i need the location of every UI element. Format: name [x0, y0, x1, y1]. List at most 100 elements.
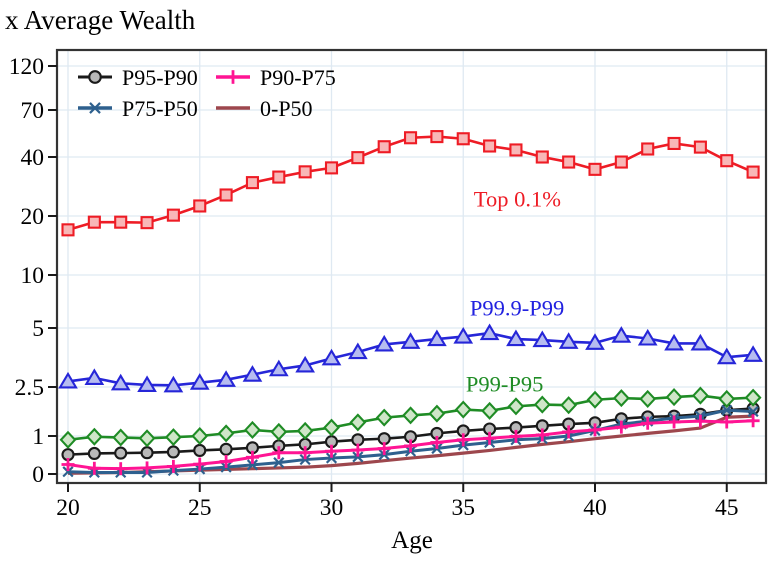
data-point-marker	[558, 332, 579, 349]
legend-item-p75-p50: P75-P50	[78, 96, 198, 121]
data-point-marker	[374, 334, 395, 352]
data-point-marker	[321, 348, 342, 366]
y-tick-label: 5	[32, 316, 44, 342]
data-point-marker	[428, 404, 446, 423]
x-tick-label: 35	[452, 495, 476, 521]
data-point-marker	[84, 368, 105, 386]
data-point-marker	[562, 155, 576, 169]
data-point-marker	[137, 375, 157, 393]
data-point-marker	[323, 418, 340, 437]
data-point-marker	[242, 365, 263, 382]
legend-label: P95-P90	[122, 65, 198, 90]
data-point-marker	[140, 446, 154, 460]
data-point-marker	[245, 176, 259, 190]
data-point-marker	[403, 131, 418, 145]
data-point-marker	[744, 388, 762, 407]
data-point-marker	[298, 165, 312, 179]
data-point-marker	[665, 388, 683, 407]
data-point-marker	[244, 420, 261, 439]
legend-label: P75-P50	[122, 96, 198, 121]
legend-label: 0-P50	[260, 96, 313, 121]
data-point-marker	[140, 216, 154, 230]
series-p99-9-p99	[58, 323, 763, 393]
data-point-marker	[272, 170, 286, 184]
data-point-marker	[716, 347, 737, 365]
x-tick-label: 20	[56, 495, 80, 521]
data-point-marker	[588, 162, 602, 176]
series-p99-p95	[59, 386, 762, 449]
data-point-marker	[454, 400, 472, 419]
data-point-marker	[746, 165, 760, 179]
data-point-marker	[743, 345, 763, 362]
data-point-marker	[690, 333, 711, 351]
data-point-marker	[507, 397, 525, 416]
data-point-marker	[693, 140, 707, 154]
x-tick-label: 45	[715, 495, 739, 521]
data-point-marker	[614, 155, 628, 169]
legend: P95-P90 P90-P75 P75-P50 0-P50	[78, 65, 336, 121]
data-point-marker	[193, 199, 207, 213]
data-point-marker	[351, 151, 365, 165]
data-point-marker	[85, 427, 103, 446]
data-point-marker	[189, 373, 210, 390]
chart-title: x Average Wealth	[5, 5, 196, 35]
data-point-marker	[720, 154, 734, 168]
data-point-marker	[611, 326, 632, 343]
data-point-marker	[166, 208, 180, 222]
data-point-marker	[349, 413, 367, 432]
data-point-marker	[270, 422, 288, 441]
data-point-marker	[246, 459, 259, 471]
data-point-marker	[664, 333, 684, 351]
data-point-marker	[377, 140, 391, 154]
data-point-marker	[721, 404, 733, 416]
data-point-marker	[268, 359, 289, 377]
plot-border	[55, 48, 768, 485]
data-point-marker	[400, 332, 421, 349]
data-point-marker	[88, 70, 102, 84]
data-point-marker	[138, 429, 156, 448]
x-tick-label: 30	[320, 495, 344, 521]
x-tick-label: 40	[583, 495, 607, 521]
data-point-marker	[427, 329, 447, 347]
data-point-marker	[639, 389, 657, 408]
legend-item-p90-p75: P90-P75	[216, 65, 336, 90]
data-point-marker	[560, 396, 578, 415]
y-tick-label: 20	[21, 204, 45, 230]
data-point-marker	[273, 457, 285, 469]
data-point-marker	[718, 389, 736, 408]
y-tick-label: 1	[32, 424, 44, 450]
data-point-marker	[114, 446, 128, 460]
y-tick-label: 40	[21, 145, 45, 171]
data-point-marker	[87, 215, 101, 229]
data-point-marker	[402, 406, 419, 425]
y-tick-label: 10	[21, 263, 45, 289]
data-point-marker	[87, 446, 101, 461]
data-point-marker	[219, 442, 233, 456]
y-tick-label: 2.5	[15, 375, 44, 401]
data-point-marker	[58, 371, 78, 389]
series-p90-p75	[61, 414, 760, 476]
data-point-marker	[295, 355, 315, 373]
data-point-marker	[163, 375, 184, 393]
data-point-marker	[641, 142, 655, 156]
annotation-top-0-1: Top 0.1%	[474, 187, 561, 212]
data-point-marker	[747, 405, 759, 418]
data-point-marker	[59, 430, 77, 449]
data-point-marker	[691, 386, 709, 405]
data-point-marker	[296, 421, 314, 440]
data-point-marker	[535, 150, 549, 164]
data-point-marker	[61, 223, 75, 237]
data-point-marker	[110, 373, 131, 391]
data-point-marker	[453, 327, 474, 344]
y-tick-label: 120	[9, 54, 44, 80]
annotation-p99-9-p99: P99.9-P99	[470, 295, 564, 320]
data-point-marker	[352, 451, 364, 463]
data-point-marker	[479, 323, 500, 341]
legend-item-p95-p90: P95-P90	[78, 65, 198, 90]
data-point-marker	[375, 408, 393, 427]
data-point-marker	[481, 401, 499, 420]
x-tick-label: 25	[188, 495, 212, 521]
